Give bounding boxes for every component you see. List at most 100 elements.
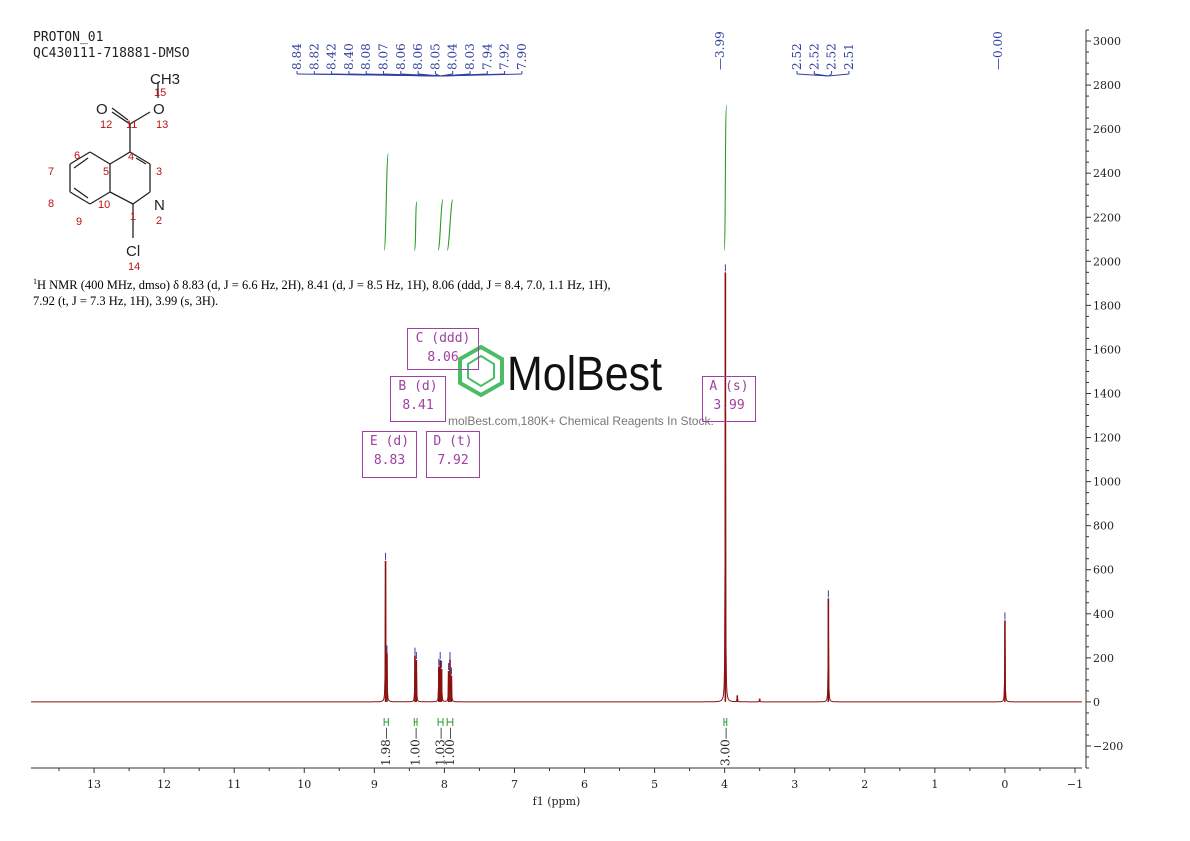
x-tick-label: 12 xyxy=(157,778,171,791)
peak-label: 8.84 xyxy=(290,43,304,70)
atom-o-ester: O xyxy=(153,101,165,118)
x-tick-label: 7 xyxy=(511,778,518,791)
peak-label: 2.52 xyxy=(790,43,804,70)
header-line2: QC430111-718881-DMSO xyxy=(33,46,190,61)
x-tick-label: 2 xyxy=(861,778,868,791)
multiplet-d-label: D (t) xyxy=(433,434,473,449)
x-tick-label: 11 xyxy=(227,778,241,791)
integral-curve xyxy=(413,201,418,251)
integral-curve xyxy=(383,152,389,251)
y-tick-label: 3000 xyxy=(1093,35,1121,48)
nmr-description: 1H NMR (400 MHz, dmso) δ 8.83 (d, J = 6.… xyxy=(33,274,613,309)
y-tick-label: 2000 xyxy=(1093,255,1121,268)
integral-curve xyxy=(723,104,728,251)
integral-value: 1.03— xyxy=(434,727,448,766)
y-tick-label: 2200 xyxy=(1093,211,1121,224)
atom-number-2: 2 xyxy=(156,215,162,227)
y-tick-label: −200 xyxy=(1093,740,1123,753)
peak-label: 8.07 xyxy=(377,43,391,70)
peak-label: 2.52 xyxy=(807,43,821,70)
multiplet-b-value: 8.41 xyxy=(402,398,434,413)
peak-label: —0.00 xyxy=(991,31,1005,70)
nmr-nucleus-superscript: 1 xyxy=(33,277,37,286)
peak-label: 7.94 xyxy=(480,43,494,70)
x-tick-label: 5 xyxy=(651,778,658,791)
peak-label: 7.90 xyxy=(515,43,529,70)
multiplet-b-label: B (d) xyxy=(398,379,438,394)
multiplet-box-c: C (ddd) 8.06 xyxy=(407,328,479,370)
atom-number-8: 8 xyxy=(48,198,54,210)
nmr-description-text: H NMR (400 MHz, dmso) δ 8.83 (d, J = 6.6… xyxy=(33,278,611,309)
peak-label: 8.06 xyxy=(411,43,425,70)
atom-number-1: 1 xyxy=(130,211,136,223)
peak-label-leader xyxy=(435,73,441,77)
atom-number-12: 12 xyxy=(100,119,112,131)
atom-number-5: 5 xyxy=(103,166,109,178)
integral-value: 1.98— xyxy=(379,727,393,766)
x-tick-label: 0 xyxy=(1001,778,1008,791)
y-tick-label: 1000 xyxy=(1093,476,1121,489)
atom-number-7: 7 xyxy=(48,166,54,178)
multiplet-e-label: E (d) xyxy=(369,434,410,449)
peak-label: 8.82 xyxy=(307,43,321,70)
y-tick-label: 1600 xyxy=(1093,343,1121,356)
multiplet-e-value: 8.83 xyxy=(373,453,406,468)
peak-label: 8.42 xyxy=(325,43,339,70)
peak-label: 2.52 xyxy=(825,43,839,70)
x-tick-label: 3 xyxy=(791,778,798,791)
y-tick-label: 800 xyxy=(1093,520,1114,533)
multiplet-c-value: 8.06 xyxy=(427,350,459,365)
atom-number-11: 11 xyxy=(126,119,137,131)
x-tick-label: 6 xyxy=(581,778,588,791)
y-tick-label: 1400 xyxy=(1093,387,1121,400)
watermark-tagline: molBest.com,180K+ Chemical Reagents In S… xyxy=(448,414,714,428)
peak-label: —3.99 xyxy=(713,31,727,70)
atom-number-3: 3 xyxy=(156,166,162,178)
peak-label: 8.05 xyxy=(428,43,442,70)
y-tick-label: 2800 xyxy=(1093,79,1121,92)
y-tick-label: 200 xyxy=(1093,652,1114,665)
y-tick-label: 400 xyxy=(1093,608,1114,621)
peak-label-leader xyxy=(440,73,522,77)
multiplet-box-e: E (d) 8.83 xyxy=(362,431,417,478)
atom-number-6: 6 xyxy=(74,150,80,162)
atom-number-9: 9 xyxy=(76,216,82,228)
peak-label-leader xyxy=(814,73,829,77)
peak-label: 8.08 xyxy=(359,43,373,70)
y-tick-label: 1800 xyxy=(1093,299,1121,312)
atom-number-10: 10 xyxy=(98,199,110,211)
y-tick-label: 2600 xyxy=(1093,123,1121,136)
y-tick-label: 2400 xyxy=(1093,167,1121,180)
peak-label: 7.92 xyxy=(498,43,512,70)
multiplet-a-value: 3.99 xyxy=(713,398,745,413)
x-tick-label: 13 xyxy=(87,778,101,791)
x-tick-label: 10 xyxy=(297,778,311,791)
peak-label: 8.06 xyxy=(394,43,408,70)
multiplet-box-a: A (s) 3.99 xyxy=(702,376,756,422)
y-tick-label: 1200 xyxy=(1093,432,1121,445)
integral-value: 1.00— xyxy=(409,727,423,766)
y-tick-label: 600 xyxy=(1093,564,1114,577)
atom-number-13: 13 xyxy=(156,119,168,131)
multiplet-box-b: B (d) 8.41 xyxy=(390,376,446,422)
atom-ch3: CH3 xyxy=(150,71,180,88)
peak-label-leader xyxy=(418,73,441,77)
multiplet-d-value: 7.92 xyxy=(437,453,469,468)
multiplet-box-d: D (t) 7.92 xyxy=(426,431,480,478)
y-tick-label: 0 xyxy=(1093,696,1100,709)
integral-value: 1.00— xyxy=(443,727,457,766)
integral-value: 3.00— xyxy=(718,727,732,766)
header-line1: PROTON_01 xyxy=(33,30,104,45)
peak-label: 2.51 xyxy=(842,43,856,70)
x-tick-label: 8 xyxy=(441,778,448,791)
peak-label: 8.03 xyxy=(463,43,477,70)
atom-number-14: 14 xyxy=(128,261,140,272)
x-tick-label: −1 xyxy=(1067,778,1083,791)
x-tick-label: 4 xyxy=(721,778,728,791)
multiplet-c-label: C (ddd) xyxy=(415,331,471,346)
molbest-logo-icon: MolBest xyxy=(458,344,662,398)
watermark-brand: MolBest xyxy=(507,348,662,398)
atom-n: N xyxy=(154,197,165,214)
integral-curve xyxy=(446,199,454,251)
